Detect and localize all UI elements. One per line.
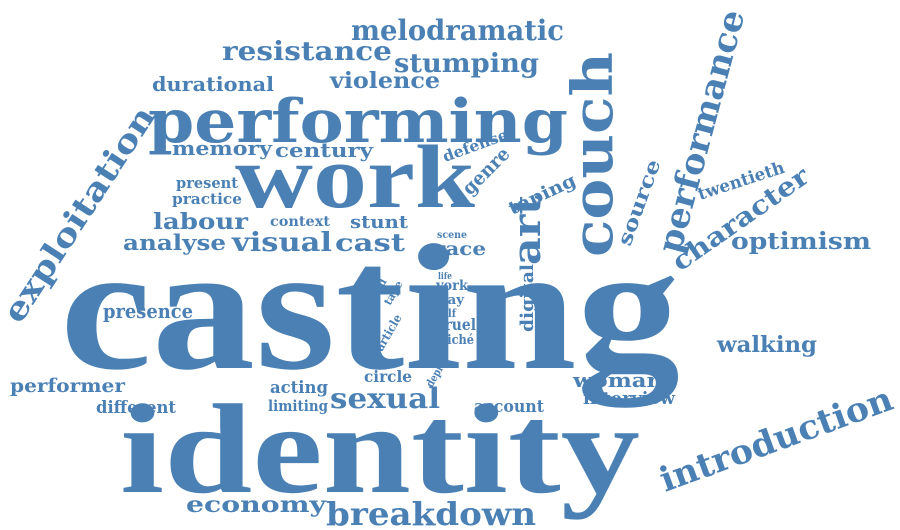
word-identity: identity	[120, 378, 640, 520]
word-context: context	[270, 214, 331, 230]
word-analyse: analyse	[123, 230, 226, 255]
word-stunt: stunt	[350, 212, 409, 233]
word-economy: economy	[186, 492, 328, 518]
word-labour: labour	[153, 209, 248, 235]
word-self: self	[436, 307, 457, 320]
word-resistance: resistance	[222, 37, 392, 67]
word-durational: durational	[152, 72, 274, 96]
word-cruel: cruel	[436, 315, 476, 334]
word-woman: woman	[572, 368, 664, 392]
word-presence: presence	[103, 299, 193, 323]
word-account: account	[474, 397, 544, 417]
word-couch: couch	[560, 52, 626, 257]
word-cliche: cliché	[436, 333, 474, 348]
word-scene: scene	[437, 230, 467, 241]
word-different: different	[96, 398, 176, 418]
word-sexual: sexual	[330, 382, 440, 415]
word-breakdown: breakdown	[326, 495, 536, 530]
word-practice: practice	[172, 190, 242, 208]
word-acting: acting	[270, 378, 328, 398]
word-melodramatic: melodramatic	[351, 14, 564, 47]
word-violence: violence	[329, 68, 440, 94]
word-work: work	[235, 128, 475, 227]
word-introduction: introduction	[654, 379, 898, 500]
word-limiting: limiting	[268, 397, 328, 415]
word-memory: memory	[172, 136, 274, 160]
word-digital: digital	[517, 264, 538, 332]
word-interview: interview	[583, 389, 675, 409]
word-york: york	[435, 278, 468, 294]
word-century: century	[275, 138, 375, 162]
word-cast: cast	[335, 228, 405, 257]
word-optimism: optimism	[731, 228, 871, 255]
word-casting: casting	[60, 208, 680, 408]
word-performing: performing	[148, 87, 568, 157]
word-circle: circle	[364, 367, 412, 386]
word-life: life	[438, 272, 452, 282]
word-way: way	[435, 293, 464, 308]
word-race: race	[434, 238, 486, 260]
word-stumping: stumping	[394, 49, 539, 79]
word-visual: visual	[231, 228, 332, 258]
word-present: present	[176, 174, 238, 192]
word-performer: performer	[10, 375, 126, 397]
word-walking: walking	[716, 332, 817, 358]
word-art: art	[504, 195, 549, 265]
